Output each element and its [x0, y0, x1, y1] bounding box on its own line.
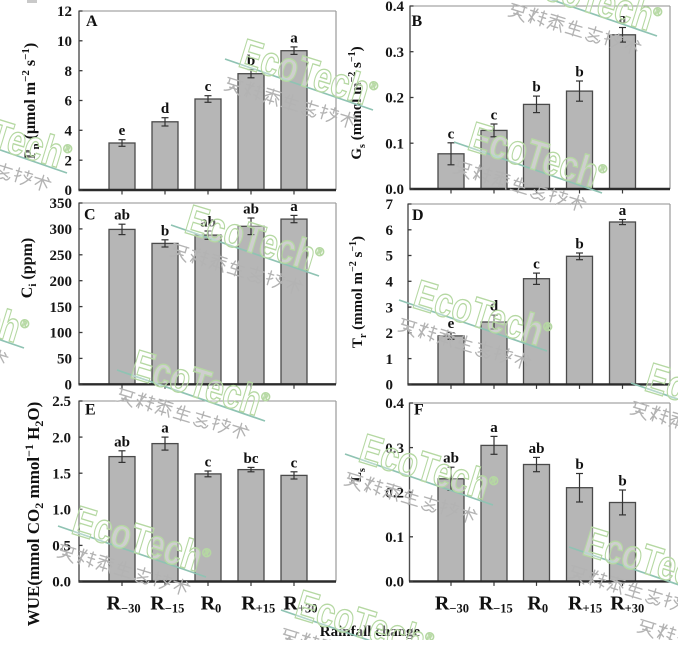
- svg-text:E: E: [85, 402, 96, 419]
- svg-text:A: A: [86, 13, 98, 30]
- svg-text:0.0: 0.0: [52, 575, 71, 591]
- svg-text:2: 2: [386, 326, 394, 342]
- svg-text:b: b: [532, 80, 540, 96]
- svg-text:c: c: [448, 126, 455, 142]
- svg-text:8: 8: [65, 64, 73, 80]
- svg-text:0.4: 0.4: [385, 0, 404, 15]
- svg-text:bc: bc: [244, 451, 259, 467]
- svg-text:c: c: [491, 108, 498, 124]
- svg-text:6: 6: [386, 223, 394, 239]
- svg-text:R+15: R+15: [568, 593, 602, 616]
- svg-text:0: 0: [65, 378, 73, 394]
- svg-text:a: a: [161, 421, 169, 437]
- svg-text:150: 150: [50, 300, 73, 316]
- svg-text:50: 50: [57, 352, 72, 368]
- svg-text:R0: R0: [201, 593, 222, 616]
- svg-text:1.5: 1.5: [52, 466, 71, 482]
- svg-text:0.2: 0.2: [385, 91, 404, 107]
- svg-text:2: 2: [65, 153, 73, 169]
- svg-text:ab: ab: [529, 441, 545, 457]
- svg-text:0.5: 0.5: [52, 539, 71, 555]
- svg-text:R−15: R−15: [479, 593, 513, 616]
- svg-text:c: c: [533, 257, 540, 273]
- svg-text:R0: R0: [527, 593, 548, 616]
- svg-text:0: 0: [65, 183, 73, 199]
- svg-text:5: 5: [386, 249, 394, 265]
- svg-text:2.5: 2.5: [52, 394, 71, 410]
- svg-text:R−30: R−30: [435, 593, 469, 616]
- svg-text:b: b: [575, 65, 583, 81]
- svg-text:b: b: [618, 474, 626, 490]
- svg-text:R+15: R+15: [241, 593, 275, 616]
- svg-text:100: 100: [50, 326, 73, 342]
- svg-text:c: c: [205, 455, 212, 471]
- svg-text:C: C: [84, 207, 96, 224]
- svg-text:a: a: [619, 203, 627, 219]
- svg-text:300: 300: [50, 222, 73, 238]
- svg-text:b: b: [575, 237, 583, 253]
- svg-text:12: 12: [57, 4, 72, 20]
- svg-text:c: c: [205, 79, 212, 95]
- svg-text:R+30: R+30: [610, 593, 644, 616]
- svg-text:a: a: [290, 199, 298, 215]
- svg-text:0.0: 0.0: [385, 575, 404, 591]
- svg-text:ab: ab: [114, 208, 130, 224]
- svg-text:0: 0: [386, 378, 394, 394]
- svg-text:2.0: 2.0: [52, 430, 71, 446]
- svg-text:D: D: [412, 207, 424, 224]
- svg-text:0.1: 0.1: [385, 530, 404, 546]
- svg-text:b: b: [161, 223, 169, 239]
- svg-text:a: a: [490, 420, 498, 436]
- svg-text:10: 10: [57, 34, 72, 50]
- svg-text:Tr (mmol m−2 s−1): Tr (mmol m−2 s−1): [348, 236, 369, 348]
- svg-text:4: 4: [386, 275, 394, 291]
- svg-text:d: d: [161, 101, 170, 117]
- svg-text:b: b: [575, 457, 583, 473]
- svg-text:3: 3: [386, 300, 394, 316]
- svg-text:R−15: R−15: [150, 593, 184, 616]
- svg-text:6: 6: [65, 94, 73, 110]
- svg-text:1.0: 1.0: [52, 503, 71, 519]
- svg-text:350: 350: [50, 196, 73, 212]
- svg-text:B: B: [412, 13, 423, 30]
- svg-text:R−30: R−30: [107, 593, 141, 616]
- svg-text:e: e: [119, 123, 126, 139]
- svg-text:250: 250: [50, 248, 73, 264]
- svg-text:ab: ab: [114, 434, 130, 450]
- svg-text:200: 200: [50, 274, 73, 290]
- svg-text:0.1: 0.1: [385, 136, 404, 152]
- svg-text:1: 1: [386, 352, 394, 368]
- svg-text:Ci (ppm): Ci (ppm): [19, 238, 39, 298]
- svg-text:F: F: [414, 402, 424, 419]
- svg-text:0.3: 0.3: [385, 45, 404, 61]
- svg-text:WUE(mmol CO2 mmol−1 H2O): WUE(mmol CO2 mmol−1 H2O): [22, 402, 46, 627]
- svg-text:c: c: [291, 455, 298, 471]
- svg-text:0.0: 0.0: [385, 182, 404, 198]
- svg-text:0.4: 0.4: [385, 396, 404, 412]
- svg-text:7: 7: [386, 197, 394, 213]
- svg-text:a: a: [290, 30, 298, 46]
